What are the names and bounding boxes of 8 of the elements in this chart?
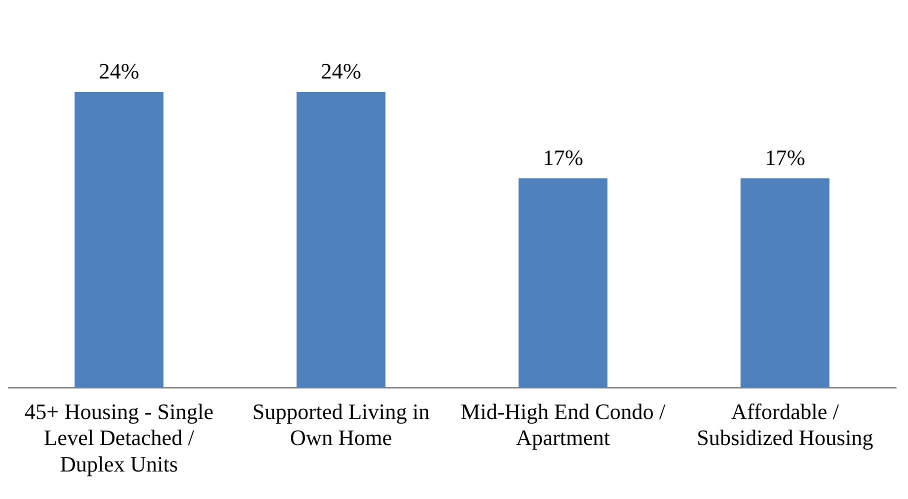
- x-tick-label: Mid-High End Condo / Apartment: [460, 398, 666, 450]
- x-tick-label: Supported Living in Own Home: [252, 398, 430, 450]
- data-label: 24%: [320, 58, 362, 84]
- data-label: 17%: [764, 145, 806, 170]
- x-tick-label: Affordable / Subsidized Housing: [696, 398, 874, 450]
- x-tick-label: 45+ Housing - Single Level Detached / Duplex Units: [24, 398, 214, 477]
- data-label: 24%: [98, 58, 140, 84]
- data-label: 17%: [542, 145, 584, 170]
